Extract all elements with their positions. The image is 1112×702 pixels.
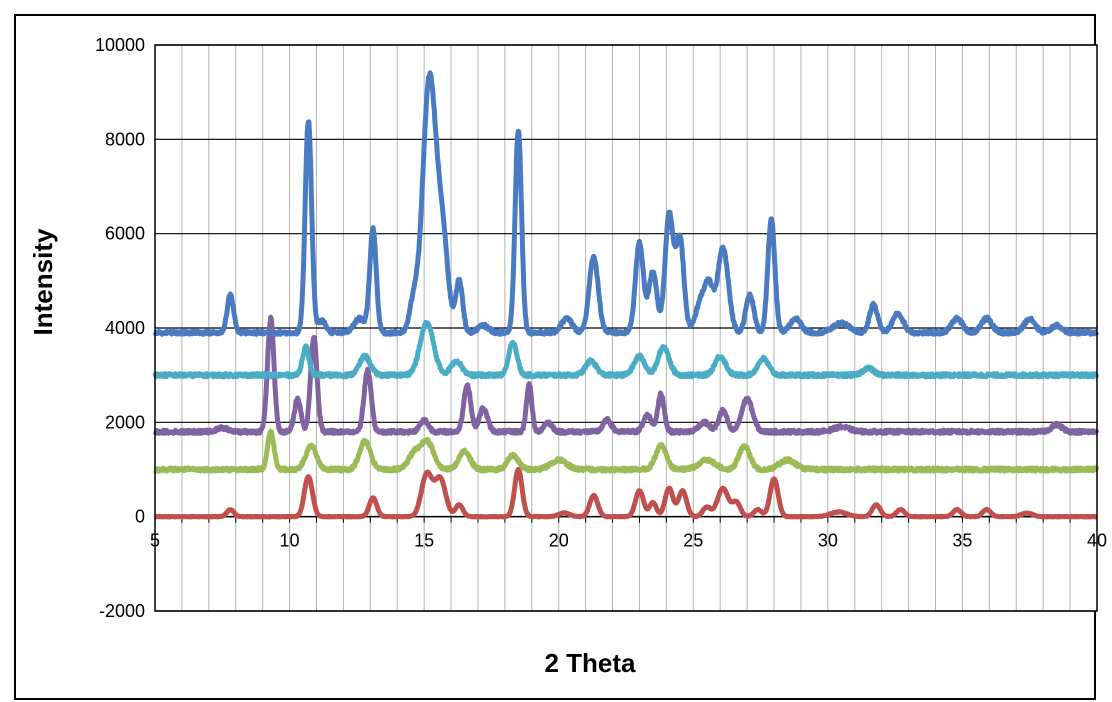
x-tick-label: 15 xyxy=(414,531,434,551)
plot-border xyxy=(154,44,1098,612)
y-tick-label: 10000 xyxy=(95,35,145,55)
y-tick-label: 4000 xyxy=(105,318,145,338)
y-tick-labels: -2000 0 2000 4000 6000 8000 10000 xyxy=(95,35,145,621)
series-line xyxy=(152,319,1100,380)
x-tick-label: 35 xyxy=(952,531,972,551)
x-tick-label: 5 xyxy=(150,531,160,551)
y-tick-label: 0 xyxy=(135,507,145,527)
series-line xyxy=(153,466,1099,520)
series-line xyxy=(152,428,1100,474)
x-tick-labels: 5 10 15 20 25 30 35 40 xyxy=(150,531,1107,551)
x-tick-label: 30 xyxy=(818,531,838,551)
y-tick-label: -2000 xyxy=(99,601,145,621)
x-tick-label: 40 xyxy=(1087,531,1107,551)
x-tick-label: 10 xyxy=(280,531,300,551)
x-tick-label: 25 xyxy=(683,531,703,551)
x-axis-title: 2 Theta xyxy=(544,648,636,678)
x-tick-label: 20 xyxy=(549,531,569,551)
y-tick-label: 8000 xyxy=(105,129,145,149)
y-tick-label: 2000 xyxy=(105,412,145,432)
y-tick-label: 6000 xyxy=(105,224,145,244)
series-layer xyxy=(152,70,1100,520)
y-axis-title: Intensity xyxy=(28,228,58,335)
series-line xyxy=(152,314,1100,436)
series-line xyxy=(152,70,1100,337)
